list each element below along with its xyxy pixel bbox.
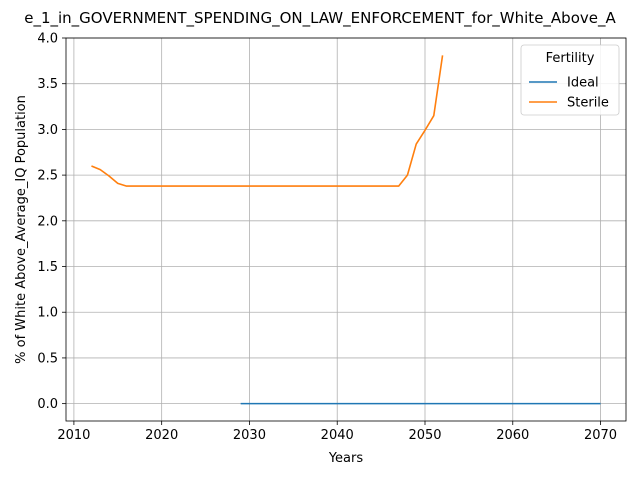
y-tick-label: 0.5	[37, 351, 58, 366]
y-tick-label: 0.0	[37, 397, 58, 412]
x-tick-label: 2030	[233, 428, 266, 443]
x-tick-label: 2060	[496, 428, 529, 443]
y-tick-label: 4.0	[37, 32, 58, 47]
y-tick-label: 2.5	[37, 169, 58, 184]
x-tick-label: 2070	[584, 428, 617, 443]
x-tick-label: 2010	[57, 428, 90, 443]
y-tick-label: 1.5	[37, 260, 58, 275]
y-tick-label: 3.0	[37, 123, 58, 138]
y-tick-label: 3.5	[37, 77, 58, 92]
x-tick-label: 2040	[321, 428, 354, 443]
series-line-sterile	[91, 55, 444, 187]
chart-title: e_1_in_GOVERNMENT_SPENDING_ON_LAW_ENFORC…	[24, 9, 616, 28]
legend-label: Ideal	[567, 76, 599, 91]
y-tick-label: 2.0	[37, 214, 58, 229]
y-axis-label: % of White Above_Average_IQ Population	[14, 95, 29, 364]
y-tick-label: 1.0	[37, 306, 58, 321]
x-tick-label: 2050	[408, 428, 441, 443]
x-axis-label: Years	[328, 451, 364, 466]
legend: Fertility Ideal Sterile	[520, 44, 620, 116]
legend-label: Sterile	[567, 96, 609, 111]
x-tick-label: 2020	[145, 428, 178, 443]
legend-title: Fertility	[546, 51, 595, 66]
axis-ticks: 2010 2020 2030 2040 2050 2060 2070 0.0 0.5 1.0 1.5…	[37, 32, 617, 444]
plot-frame	[65, 37, 627, 422]
plot-series	[91, 55, 601, 405]
grid-lines	[66, 37, 626, 421]
legend-box	[520, 44, 620, 116]
